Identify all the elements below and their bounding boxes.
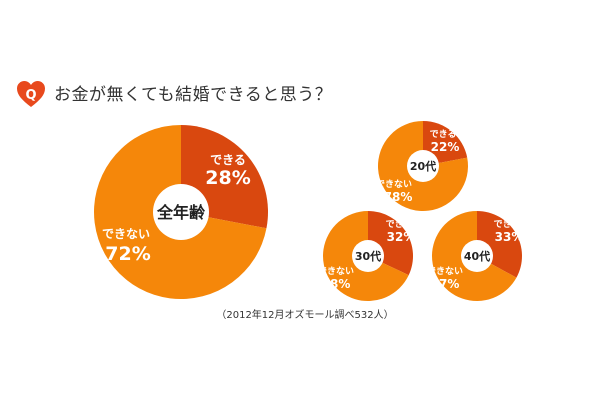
slice-label-no: できない	[427, 266, 463, 277]
pie-center	[153, 184, 209, 240]
q-heart-icon: Q	[17, 81, 45, 107]
pie-center-label: 20代	[410, 159, 436, 173]
slice-label-yes: できる	[494, 219, 521, 230]
slice-value-no: 72%	[105, 243, 150, 265]
slice-value-yes: 22%	[431, 140, 460, 154]
slice-value-yes: 32%	[387, 230, 416, 244]
source-note: （2012年12月オズモール調べ532人）	[216, 310, 394, 321]
question-title: お金が無くても結婚できると思う？	[54, 85, 333, 105]
pie-center-label: 30代	[355, 249, 381, 263]
slice-value-yes: 33%	[495, 230, 524, 244]
slice-value-no: 67%	[431, 277, 460, 291]
pie-center-label: 40代	[464, 249, 490, 263]
slice-label-no: できない	[318, 266, 354, 277]
pie-center	[352, 240, 384, 272]
q-letter: Q	[25, 88, 36, 103]
slice-value-no: 68%	[322, 277, 351, 291]
slice-label-yes: できる	[386, 219, 413, 230]
pie-center	[461, 240, 493, 272]
slice-label-no: できない	[376, 179, 412, 190]
pie-center-label: 全年齢	[156, 203, 206, 222]
slice-label-yes: できる	[430, 129, 457, 140]
slice-value-no: 78%	[384, 190, 413, 204]
slice-value-yes: 28%	[205, 167, 250, 189]
slice-label-no: できない	[102, 227, 150, 241]
slice-label-yes: できる	[210, 153, 246, 167]
pie-center	[407, 150, 439, 182]
